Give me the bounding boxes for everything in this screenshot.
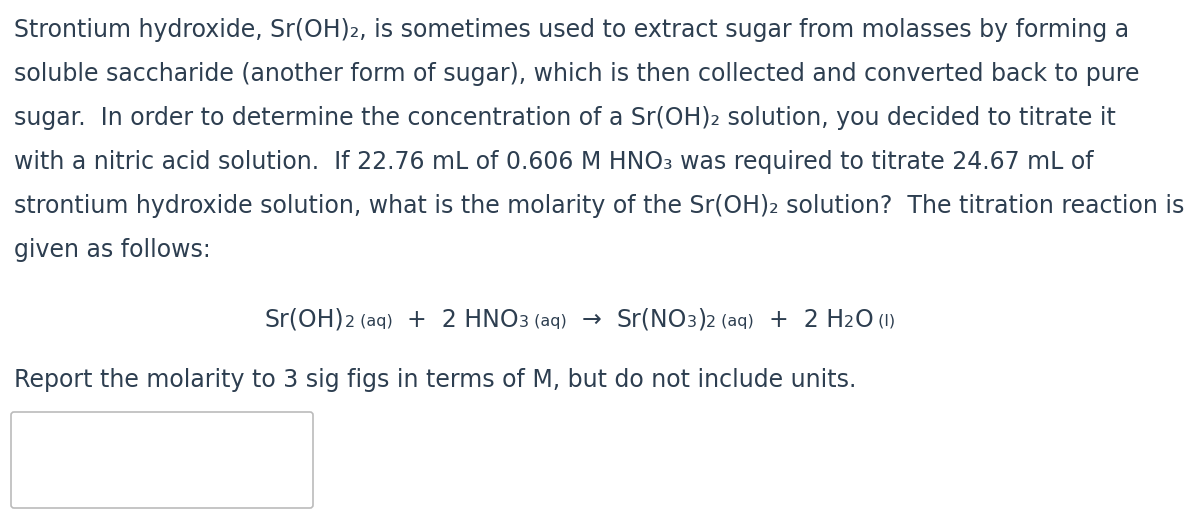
Text: (aq): (aq) [355,314,392,329]
Text: sugar.  In order to determine the concentration of a Sr(OH)₂ solution, you decid: sugar. In order to determine the concent… [14,106,1116,130]
Text: 2: 2 [706,315,716,330]
Text: O: O [854,308,874,332]
Text: 2: 2 [344,315,355,330]
Text: 2: 2 [844,315,854,330]
Text: (aq): (aq) [529,314,566,329]
Text: Report the molarity to 3 sig figs in terms of M, but do not include units.: Report the molarity to 3 sig figs in ter… [14,368,857,392]
Text: 3: 3 [520,315,529,330]
Text: →: → [566,308,617,332]
Text: with a nitric acid solution.  If 22.76 mL of 0.606 M HNO₃ was required to titrat: with a nitric acid solution. If 22.76 mL… [14,150,1093,174]
Text: Strontium hydroxide, Sr(OH)₂, is sometimes used to extract sugar from molasses b: Strontium hydroxide, Sr(OH)₂, is sometim… [14,18,1129,42]
Text: soluble saccharide (another form of sugar), which is then collected and converte: soluble saccharide (another form of suga… [14,62,1140,86]
Text: (l): (l) [874,314,895,329]
Text: +  2 H: + 2 H [754,308,844,332]
Text: (aq): (aq) [716,314,754,329]
Text: given as follows:: given as follows: [14,238,211,262]
Text: Sr(OH): Sr(OH) [265,308,344,332]
Text: strontium hydroxide solution, what is the molarity of the Sr(OH)₂ solution?  The: strontium hydroxide solution, what is th… [14,194,1184,218]
Text: 3: 3 [686,315,697,330]
Text: ): ) [697,308,706,332]
FancyBboxPatch shape [11,412,313,508]
Text: +  2 HNO: + 2 HNO [392,308,520,332]
Text: Sr(NO: Sr(NO [617,308,686,332]
